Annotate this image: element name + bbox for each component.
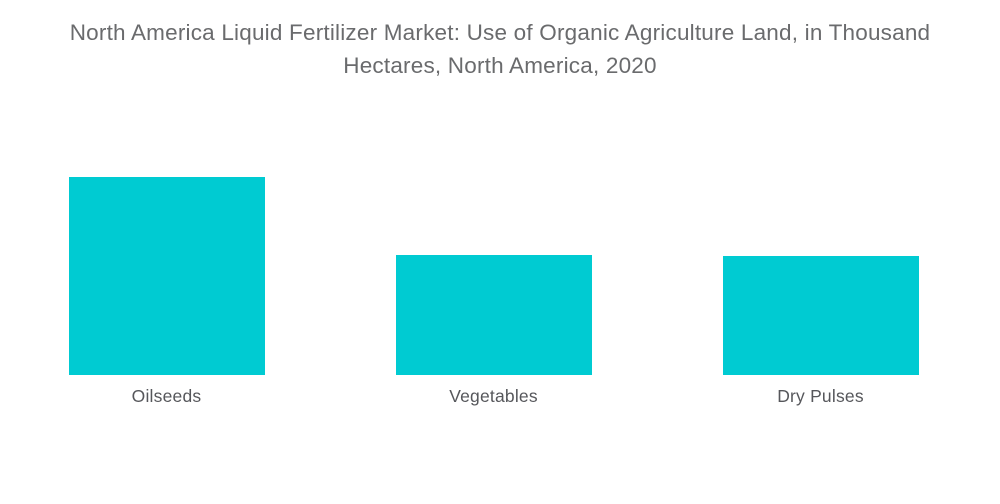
bar-group-vegetables: Vegetables	[330, 177, 657, 406]
bar-stack-oilseeds	[68, 177, 265, 375]
bar-vegetables[interactable]	[395, 255, 592, 375]
category-label-dry-pulses: Dry Pulses	[777, 386, 864, 406]
bar-stack-dry-pulses	[722, 177, 919, 375]
bar-chart: Oilseeds Vegetables Dry Pulses	[3, 177, 984, 406]
bar-group-dry-pulses: Dry Pulses	[657, 177, 984, 406]
chart-title: North America Liquid Fertilizer Market: …	[69, 20, 931, 78]
category-label-oilseeds: Oilseeds	[131, 386, 202, 406]
category-label-vegetables: Vegetables	[449, 386, 538, 406]
bar-stack-vegetables	[395, 177, 592, 375]
bar-oilseeds[interactable]	[68, 177, 265, 375]
bar-group-oilseeds: Oilseeds	[3, 177, 330, 406]
bar-dry-pulses[interactable]	[722, 256, 919, 375]
